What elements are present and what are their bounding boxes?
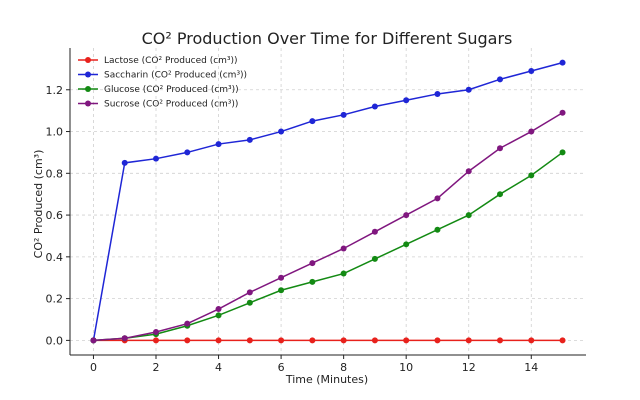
data-point [340,270,347,277]
x-tick-label: 8 [340,361,347,374]
data-point [371,228,378,235]
data-point [559,109,566,116]
data-point [497,145,503,152]
y-tick-label: 1.0 [46,126,64,139]
data-point [434,90,441,97]
series-glucose [90,149,566,344]
data-point [371,103,378,110]
data-point [309,337,316,344]
data-point [215,306,222,313]
data-point [559,149,566,156]
data-point [215,312,222,319]
series-sucrose [90,109,566,344]
data-point [246,136,253,143]
series [90,59,566,344]
data-point [309,118,316,125]
legend-label: Sucrose (CO² Produced (cm³)) [104,100,238,110]
data-point [528,128,535,135]
data-point [465,168,472,175]
data-point [184,320,191,327]
data-point [497,337,503,344]
x-ticks: 0 2 4 6 8 10 12 14 [90,355,538,374]
grid [70,48,586,355]
data-point [340,245,347,252]
data-point [215,337,222,344]
legend-marker [85,71,91,78]
data-point [465,337,472,344]
data-point [403,337,410,344]
data-point [434,226,441,233]
data-point [371,255,378,262]
y-tick-label: 0.6 [46,209,64,222]
data-point [528,67,535,74]
data-point [246,337,253,344]
series-line [93,151,563,342]
series-saccharin [90,59,566,344]
series-lactose [90,337,566,344]
data-point [434,195,441,202]
data-point [371,337,378,344]
data-point [528,337,535,344]
data-point [246,299,253,306]
series-line [93,112,563,342]
data-point [434,337,441,344]
legend-label: Lactose (CO² Produced (cm³)) [104,56,238,66]
y-tick-label: 1.2 [46,84,64,97]
y-axis-label: CO² Produced (cm³) [32,150,45,259]
data-point [278,274,285,281]
legend-marker [85,86,91,92]
data-point [497,76,503,83]
data-point [528,172,535,179]
data-point [278,128,285,135]
data-point [340,111,347,118]
legend-marker [85,57,91,63]
y-tick-label: 0.8 [46,167,64,180]
y-ticks: 0.0 0.2 0.4 0.6 0.8 1.0 1.2 [46,84,70,347]
data-point [559,337,566,344]
chart-title: CO² Production Over Time for Different S… [142,29,513,48]
data-point [215,141,222,148]
data-point [309,278,316,285]
data-point [403,212,410,219]
data-point [278,287,285,294]
x-axis-label: Time (Minutes) [285,373,368,386]
data-point [403,241,410,248]
data-point [121,335,128,342]
series-line [92,61,563,341]
y-tick-label: 0.4 [46,251,64,264]
legend-label: Glucose (CO² Produced (cm³)) [104,85,239,95]
data-point [278,337,285,344]
data-point [309,260,316,267]
x-tick-label: 12 [462,361,476,374]
data-point [153,337,159,344]
y-tick-label: 0.2 [46,293,64,306]
x-tick-label: 10 [399,361,413,374]
x-tick-label: 6 [278,361,285,374]
x-tick-label: 14 [524,361,538,374]
data-point [559,59,566,66]
data-point [403,97,410,104]
x-tick-label: 4 [215,361,222,374]
data-point [465,212,472,219]
x-tick-label: 2 [153,361,160,374]
data-point [153,329,159,336]
data-point [184,337,191,344]
legend: Lactose (CO² Produced (cm³)) Saccharin (C… [78,56,247,110]
data-point [497,191,503,198]
data-point [153,155,159,162]
data-point [340,337,347,344]
x-tick-label: 0 [90,361,97,374]
legend-marker [85,100,91,107]
legend-label: Saccharin (CO² Produced (cm³)) [104,71,247,81]
data-point [246,289,253,296]
data-point [465,86,472,93]
data-point [121,159,128,166]
data-point [90,337,97,344]
data-point [184,149,191,156]
y-tick-label: 0.0 [46,334,64,347]
